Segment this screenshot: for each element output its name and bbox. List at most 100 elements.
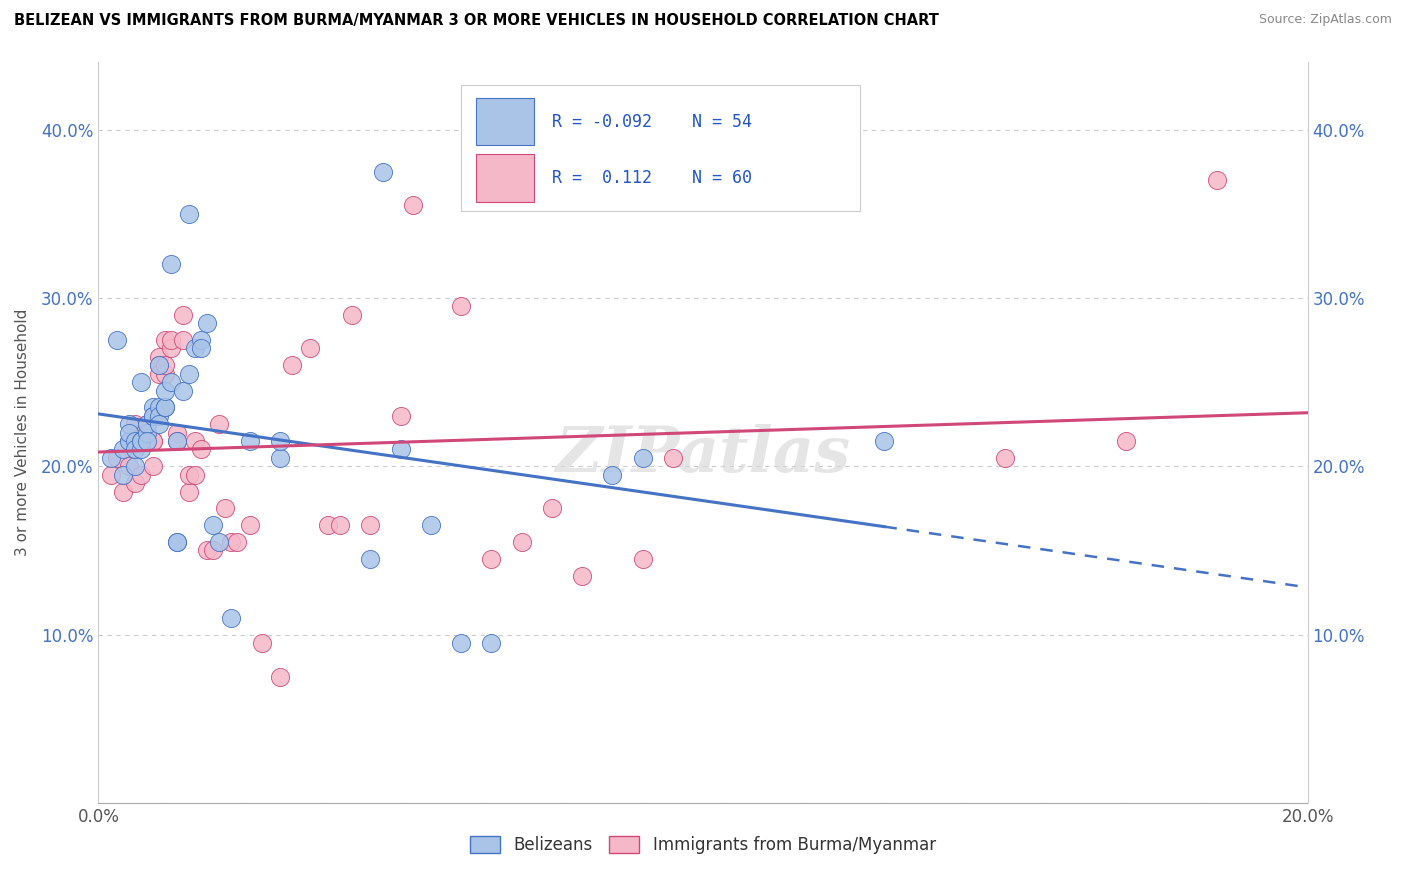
Point: [195, 543, 218, 558]
Point: [179, 467, 201, 482]
Point: [402, 198, 425, 212]
Point: [160, 333, 183, 347]
Point: [135, 434, 157, 448]
FancyBboxPatch shape: [475, 154, 534, 202]
Point: [179, 207, 201, 221]
Point: [450, 300, 472, 314]
Point: [153, 367, 176, 381]
Point: [166, 425, 188, 440]
Point: [160, 342, 183, 356]
Point: [148, 359, 170, 373]
Point: [153, 384, 176, 398]
Point: [571, 568, 593, 582]
Point: [195, 316, 218, 330]
Point: [1115, 434, 1137, 448]
Point: [214, 501, 236, 516]
Point: [142, 409, 165, 423]
Point: [111, 442, 134, 457]
Point: [129, 375, 152, 389]
Point: [179, 367, 201, 381]
Point: [239, 434, 262, 448]
Point: [111, 467, 134, 482]
Point: [153, 401, 176, 415]
Point: [111, 484, 134, 499]
Point: [129, 467, 152, 482]
Point: [142, 434, 165, 448]
Point: [100, 450, 122, 465]
Point: [316, 518, 339, 533]
Point: [172, 333, 194, 347]
Point: [135, 417, 157, 432]
Point: [420, 518, 443, 533]
Text: R =  0.112    N = 60: R = 0.112 N = 60: [551, 169, 752, 187]
Point: [226, 535, 249, 549]
Point: [135, 434, 157, 448]
Point: [540, 501, 562, 516]
Point: [360, 551, 382, 566]
Point: [172, 384, 194, 398]
Point: [129, 434, 152, 448]
Point: [299, 342, 322, 356]
Point: [124, 417, 146, 432]
Point: [142, 401, 165, 415]
Point: [142, 459, 165, 474]
Point: [269, 434, 291, 448]
FancyBboxPatch shape: [461, 85, 860, 211]
Point: [202, 543, 225, 558]
Point: [208, 535, 231, 549]
Point: [160, 375, 183, 389]
Point: [190, 333, 212, 347]
Point: [329, 518, 352, 533]
Point: [269, 450, 291, 465]
Point: [166, 535, 188, 549]
Point: [148, 367, 170, 381]
Point: [148, 359, 170, 373]
Point: [118, 425, 141, 440]
Point: [135, 425, 157, 440]
Point: [135, 425, 157, 440]
Point: [342, 308, 364, 322]
Point: [281, 359, 304, 373]
Point: [510, 535, 533, 549]
Point: [135, 417, 157, 432]
FancyBboxPatch shape: [475, 98, 534, 145]
Point: [661, 450, 683, 465]
Point: [124, 442, 146, 457]
Y-axis label: 3 or more Vehicles in Household: 3 or more Vehicles in Household: [15, 309, 30, 557]
Point: [389, 442, 412, 457]
Point: [389, 409, 412, 423]
Point: [124, 459, 146, 474]
Point: [153, 401, 176, 415]
Point: [631, 551, 654, 566]
Point: [239, 518, 262, 533]
Point: [184, 434, 207, 448]
Point: [360, 518, 382, 533]
Point: [142, 434, 165, 448]
Point: [124, 476, 146, 491]
Text: ZIPatlas: ZIPatlas: [555, 424, 851, 485]
Point: [873, 434, 896, 448]
Point: [129, 434, 152, 448]
Point: [166, 434, 188, 448]
Point: [1206, 173, 1229, 187]
Point: [148, 417, 170, 432]
Text: R = -0.092    N = 54: R = -0.092 N = 54: [551, 112, 752, 130]
Point: [269, 670, 291, 684]
Point: [190, 442, 212, 457]
Point: [184, 342, 207, 356]
Point: [221, 610, 243, 624]
Point: [160, 257, 183, 271]
Point: [153, 359, 176, 373]
Point: [602, 467, 624, 482]
Point: [481, 551, 503, 566]
Point: [179, 484, 201, 499]
Point: [118, 417, 141, 432]
Point: [148, 409, 170, 423]
Point: [142, 409, 165, 423]
Point: [105, 333, 128, 347]
Point: [124, 434, 146, 448]
Point: [118, 459, 141, 474]
Point: [371, 165, 394, 179]
Point: [166, 535, 188, 549]
Point: [118, 434, 141, 448]
